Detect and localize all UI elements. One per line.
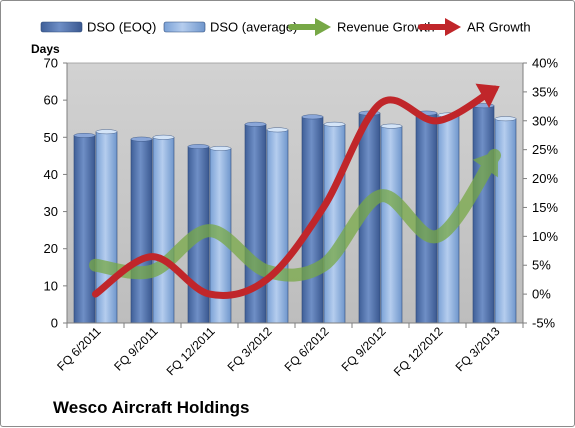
y-left-tick-label: 10	[44, 278, 58, 293]
y-right-tick-label: 10%	[532, 229, 558, 244]
x-tick-label: FQ 6/2012	[282, 324, 332, 374]
y-left-tick-label: 60	[44, 93, 58, 108]
y-left-tick-label: 30	[44, 204, 58, 219]
x-tick-label: FQ 12/2011	[164, 324, 218, 378]
bar-top	[323, 121, 346, 127]
x-tick-label: FQ 9/2012	[339, 324, 389, 374]
bar-top	[73, 133, 96, 138]
legend-item-ar-growth: AR Growth	[418, 18, 531, 36]
bar-dso-eoq	[415, 112, 438, 324]
y-right-tick-label: 30%	[532, 113, 558, 128]
y-right-tick-label: 35%	[532, 84, 558, 99]
ar-growth-arrowhead	[475, 83, 500, 108]
y-left-tick-label: 20	[44, 241, 58, 256]
y-left-tick-label: 40	[44, 167, 58, 182]
legend-item-dso-average-: DSO (average)	[163, 20, 297, 35]
bar-top	[209, 146, 232, 151]
legend-label: DSO (EOQ)	[87, 20, 156, 35]
legend-item-revenue-growth: Revenue Growth	[288, 18, 435, 36]
chart-title: Wesco Aircraft Holdings	[53, 398, 250, 417]
legend-item-dso-eoq-: DSO (EOQ)	[40, 20, 156, 35]
legend-swatch	[40, 21, 83, 33]
legend-label: Revenue Growth	[337, 20, 435, 35]
legend-arrow-icon	[445, 18, 461, 36]
bar-top	[494, 116, 517, 122]
y-right-tick-label: 15%	[532, 200, 558, 215]
bar-dso-eoq	[130, 138, 153, 324]
bar-top	[130, 136, 153, 142]
x-tick-label: FQ 9/2011	[111, 324, 161, 374]
y-left-tick-label: 0	[51, 316, 58, 331]
bar-dso-average	[266, 129, 289, 324]
bar-dso-eoq	[73, 135, 96, 324]
ar-growth-line	[92, 85, 498, 300]
bar-dso-average	[380, 125, 403, 324]
y-right-tick-label: 20%	[532, 171, 558, 186]
ar-growth-series	[92, 83, 500, 300]
bar-top	[187, 144, 210, 149]
y-right-tick-label: -5%	[532, 316, 556, 331]
x-tick-label: FQ 12/2012	[391, 324, 446, 379]
bar-top	[152, 134, 175, 140]
bar-top	[266, 127, 289, 133]
y-left-tick-label: 70	[44, 56, 58, 71]
bar-dso-eoq	[472, 105, 495, 324]
bar-top	[380, 123, 403, 129]
y-right-tick-label: 25%	[532, 142, 558, 157]
revenue-growth-arrowhead	[472, 150, 498, 178]
legend-label: AR Growth	[467, 20, 531, 35]
bar-dso-average	[152, 136, 175, 324]
bar-top	[301, 114, 324, 120]
bar-dso-average	[494, 118, 517, 324]
bar-top	[244, 121, 267, 127]
y-left-axis-label: Days	[31, 42, 60, 56]
x-tick-label: FQ 3/2012	[225, 324, 275, 374]
x-tick-label: FQ 3/2013	[453, 324, 503, 374]
legend-swatch	[163, 21, 206, 33]
y-right-tick-label: 5%	[532, 258, 551, 273]
legend-arrow-icon	[315, 18, 331, 36]
y-right-tick-label: 40%	[532, 56, 558, 71]
x-tick-label: FQ 6/2011	[54, 324, 104, 374]
legend-label: DSO (average)	[210, 20, 297, 35]
bar-top	[95, 129, 118, 135]
y-right-tick-label: 0%	[532, 287, 551, 302]
y-left-tick-label: 50	[44, 130, 58, 145]
bar-dso-average	[323, 123, 346, 324]
